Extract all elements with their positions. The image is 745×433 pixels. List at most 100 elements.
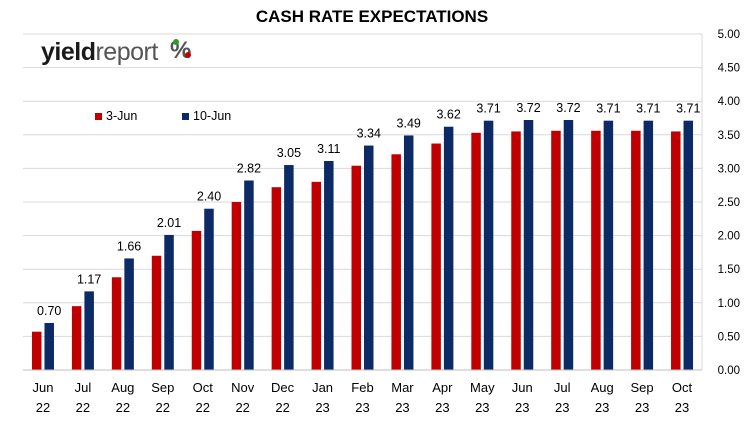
bar-10-jun <box>523 120 534 371</box>
bar-10-jun <box>643 120 654 370</box>
x-tick-label-month: Jun <box>512 380 533 395</box>
bar-3-jun <box>391 154 401 370</box>
legend-swatch <box>95 113 102 120</box>
x-tick-label-month: Oct <box>672 380 693 395</box>
x-tick-label-month: Sep <box>151 380 174 395</box>
x-tick-label-month: Dec <box>271 380 295 395</box>
x-tick-label-year: 22 <box>275 400 289 415</box>
bar-10-jun <box>324 161 334 370</box>
x-tick-label-month: Mar <box>391 380 414 395</box>
bar-3-jun <box>191 230 202 370</box>
x-tick-label-year: 23 <box>515 400 529 415</box>
data-label: 0.70 <box>37 304 61 318</box>
bars <box>31 120 694 371</box>
logo-text-yield: yield <box>41 38 95 66</box>
bar-10-jun <box>483 120 494 370</box>
bar-10-jun <box>44 322 54 370</box>
x-tick-label-year: 23 <box>555 400 569 415</box>
data-label: 2.82 <box>237 161 261 175</box>
bar-3-jun <box>351 165 361 370</box>
x-tick-label-year: 23 <box>595 400 609 415</box>
bar-3-jun <box>511 131 521 370</box>
data-label: 3.05 <box>277 146 301 160</box>
bar-3-jun <box>71 306 82 370</box>
bar-3-jun <box>231 202 242 370</box>
y-tick-label: 2.00 <box>718 231 740 243</box>
x-tick-label-month: Jul <box>75 380 92 395</box>
data-labels: 0.70 1.17 1.66 2.01 2.40 2.82 3.05 3.11 3.34 3.49… <box>37 101 700 318</box>
bar-3-jun <box>311 181 322 370</box>
bar-10-jun <box>683 120 694 370</box>
bar-10-jun <box>563 120 574 371</box>
data-label: 3.71 <box>476 102 500 116</box>
x-tick-label-month: Nov <box>231 380 255 395</box>
chart-title: CASH RATE EXPECTATIONS <box>256 7 488 26</box>
data-label: 1.66 <box>117 239 141 253</box>
y-axis: 0.00 0.50 1.00 1.50 2.00 2.50 3.00 3.50 4.00 4.50… <box>701 29 740 377</box>
y-tick-label: 1.50 <box>718 264 740 276</box>
x-tick-label-month: Aug <box>111 380 134 395</box>
y-tick-label: 4.00 <box>718 96 740 108</box>
gridlines <box>23 33 702 371</box>
y-tick-label: 2.50 <box>718 197 740 209</box>
data-label: 3.34 <box>357 127 381 141</box>
x-tick-label-month: Aug <box>591 380 614 395</box>
y-tick-label: 3.00 <box>718 163 740 175</box>
x-tick-label-month: Oct <box>193 380 214 395</box>
x-tick-label-year: 23 <box>435 400 449 415</box>
data-label: 2.01 <box>157 216 181 230</box>
legend-swatch <box>182 113 189 120</box>
svg-text:yieldreport: yieldreport <box>41 38 158 66</box>
bar-10-jun <box>443 126 454 371</box>
bar-10-jun <box>124 258 134 370</box>
data-label: 1.17 <box>77 272 101 286</box>
x-tick-label-month: Jun <box>32 380 53 395</box>
bar-3-jun <box>551 130 561 370</box>
y-tick-label: 5.00 <box>718 29 740 41</box>
bar-10-jun <box>364 145 374 370</box>
data-label: 3.72 <box>556 101 580 115</box>
bar-10-jun <box>84 291 94 370</box>
y-tick-label: 3.50 <box>718 130 740 142</box>
x-tick-label-year: 23 <box>675 400 689 415</box>
data-label: 3.71 <box>636 102 660 116</box>
x-tick-label-year: 22 <box>196 400 210 415</box>
logo-dot-green <box>173 39 179 45</box>
logo-dot-red <box>185 52 191 58</box>
yieldreport-logo: yieldreport % <box>41 37 191 66</box>
bar-3-jun <box>431 143 441 370</box>
data-label: 3.72 <box>516 101 540 115</box>
x-tick-label-month: Sep <box>631 380 654 395</box>
y-tick-label: 0.00 <box>718 365 740 377</box>
bar-10-jun <box>603 120 614 370</box>
x-tick-label-month: Jul <box>554 380 571 395</box>
bar-3-jun <box>111 277 122 370</box>
x-tick-label-month: May <box>470 380 495 395</box>
x-axis: Jun 22 Jul 22 Aug 22 Sep 22 Oct 22 Nov 22 Dec 22 Jan 23… <box>23 369 702 415</box>
bar-10-jun <box>403 135 414 370</box>
y-tick-label: 4.50 <box>718 63 740 75</box>
bar-3-jun <box>471 132 481 370</box>
bar-10-jun <box>204 208 214 370</box>
legend: 3-Jun 10-Jun <box>95 109 231 123</box>
bar-10-jun <box>164 234 174 370</box>
bar-10-jun <box>244 180 254 370</box>
legend-label: 10-Jun <box>193 109 231 123</box>
legend-label: 3-Jun <box>106 109 137 123</box>
x-tick-label-year: 22 <box>235 400 249 415</box>
x-tick-label-year: 23 <box>315 400 329 415</box>
bar-3-jun <box>271 187 282 370</box>
y-tick-label: 1.00 <box>718 298 740 310</box>
bar-3-jun <box>671 131 681 370</box>
bar-3-jun <box>591 130 601 370</box>
data-label: 3.71 <box>596 102 620 116</box>
x-tick-label-month: Feb <box>351 380 373 395</box>
y-tick-label: 0.50 <box>718 331 740 343</box>
x-tick-label-year: 23 <box>475 400 489 415</box>
bar-3-jun <box>151 255 162 370</box>
bar-3-jun <box>631 130 641 370</box>
data-label: 2.40 <box>197 190 221 204</box>
data-label: 3.62 <box>436 108 460 122</box>
